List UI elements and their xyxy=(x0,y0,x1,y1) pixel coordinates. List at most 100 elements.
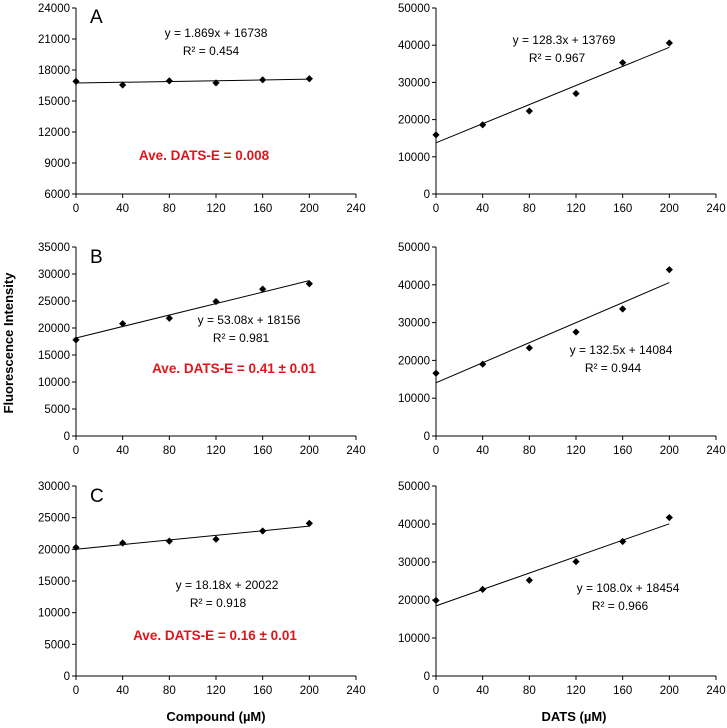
x-tick-label: 120 xyxy=(206,203,225,215)
x-tick-label: 240 xyxy=(346,203,365,215)
data-point xyxy=(305,280,313,288)
x-tick-label: 160 xyxy=(253,445,272,457)
y-tick-label: 18000 xyxy=(38,65,70,77)
data-point xyxy=(212,535,220,543)
x-axis-label-compound: Compound (µM) xyxy=(166,709,265,724)
x-tick-label: 160 xyxy=(613,203,632,215)
data-point xyxy=(432,131,440,139)
x-tick-label: 200 xyxy=(660,445,679,457)
x-tick-label: 160 xyxy=(253,685,272,697)
y-axis-label: Fluorescence Intensity xyxy=(1,272,16,414)
x-tick-label: 40 xyxy=(476,685,489,697)
x-tick-label: 160 xyxy=(613,685,632,697)
x-tick-label: 240 xyxy=(706,203,725,215)
data-point xyxy=(572,558,580,566)
y-tick-label: 35000 xyxy=(38,242,70,254)
trendline xyxy=(435,46,670,144)
y-tick-label: 40000 xyxy=(398,519,430,531)
y-tick-label: 30000 xyxy=(38,481,70,493)
x-tick-label: 240 xyxy=(346,685,365,697)
data-point xyxy=(259,285,267,293)
y-tick-label: 15000 xyxy=(38,576,70,588)
x-tick-label: 120 xyxy=(206,445,225,457)
x-tick-label: 160 xyxy=(613,445,632,457)
x-tick-label: 200 xyxy=(300,203,319,215)
data-point xyxy=(572,89,580,98)
x-tick-label: 120 xyxy=(566,445,585,457)
data-point xyxy=(525,576,533,584)
data-point xyxy=(119,81,127,89)
data-point xyxy=(525,107,533,115)
trendline xyxy=(75,280,310,339)
chart-panel-r2c1: 0 5000 10000 15000 20000 25000 30000 35000 0 40 80… xyxy=(38,242,366,457)
y-tick-label: 30000 xyxy=(398,77,430,89)
x-tick-label: 40 xyxy=(116,203,129,215)
data-point xyxy=(119,539,127,547)
trendline-equation: y = 132.5x + 14084 xyxy=(570,343,673,357)
r-squared-label: R² = 0.967 xyxy=(529,51,586,65)
data-point xyxy=(165,537,173,545)
panel-label: C xyxy=(90,486,104,507)
data-point xyxy=(665,513,673,522)
data-point xyxy=(72,336,80,344)
x-tick-label: 40 xyxy=(116,445,129,457)
y-tick-label: 25000 xyxy=(38,513,70,525)
data-point xyxy=(119,320,127,328)
x-tick-label: 240 xyxy=(346,445,365,457)
x-tick-label: 80 xyxy=(163,203,176,215)
data-point xyxy=(619,537,627,546)
data-point xyxy=(305,75,313,83)
data-point xyxy=(165,314,173,322)
x-tick-label: 0 xyxy=(73,685,79,697)
x-tick-label: 40 xyxy=(116,685,129,697)
data-point xyxy=(165,77,173,85)
data-point xyxy=(479,121,487,129)
y-tick-label: 15000 xyxy=(38,96,70,108)
y-tick-label: 10000 xyxy=(398,152,430,164)
x-tick-label: 80 xyxy=(523,445,536,457)
ave-dats-e-annotation: Ave. DATS-E = 0.41 ± 0.01 xyxy=(152,361,316,376)
panel-label: B xyxy=(90,247,103,268)
r-squared-label: R² = 0.981 xyxy=(213,331,270,345)
chart-panel-r3c2: 0 10000 20000 30000 40000 50000 0 40 80 120 160 200… xyxy=(398,481,726,697)
chart-panel-r3c1: 0 5000 10000 15000 20000 25000 30000 0 40 80 120 16… xyxy=(38,481,366,697)
r-squared-label: R² = 0.944 xyxy=(585,361,642,375)
y-tick-label: 30000 xyxy=(398,318,430,330)
x-tick-label: 200 xyxy=(300,445,319,457)
x-tick-label: 40 xyxy=(476,203,489,215)
x-tick-label: 120 xyxy=(566,203,585,215)
data-point xyxy=(572,328,580,336)
y-tick-label: 20000 xyxy=(398,355,430,367)
x-tick-label: 0 xyxy=(73,445,79,457)
data-point xyxy=(619,305,627,313)
x-tick-label: 240 xyxy=(706,445,725,457)
data-point xyxy=(665,39,673,47)
x-tick-label: 200 xyxy=(300,685,319,697)
y-tick-label: 10000 xyxy=(38,377,70,389)
y-tick-label: 40000 xyxy=(398,40,430,52)
y-tick-label: 24000 xyxy=(38,3,70,15)
y-tick-label: 9000 xyxy=(44,158,70,170)
x-tick-label: 80 xyxy=(163,445,176,457)
chart-panel-r2c2: 0 10000 20000 30000 40000 50000 0 40 80 120 160 200… xyxy=(398,242,726,457)
x-tick-label: 0 xyxy=(433,445,439,457)
y-tick-label: 0 xyxy=(424,189,430,201)
panel-label: A xyxy=(90,7,103,28)
y-tick-label: 10000 xyxy=(398,633,430,645)
data-point xyxy=(432,596,440,604)
y-tick-label: 30000 xyxy=(398,557,430,569)
r-squared-label: R² = 0.918 xyxy=(190,596,247,610)
y-tick-label: 20000 xyxy=(38,323,70,335)
x-tick-label: 80 xyxy=(523,203,536,215)
y-tick-label: 5000 xyxy=(44,639,70,651)
y-tick-label: 40000 xyxy=(398,280,430,292)
y-tick-label: 25000 xyxy=(38,296,70,308)
y-tick-label: 10000 xyxy=(38,608,70,620)
trendline-equation: y = 1.869x + 16738 xyxy=(165,26,268,40)
y-tick-label: 20000 xyxy=(398,115,430,127)
data-point xyxy=(432,369,440,377)
data-point xyxy=(212,79,220,87)
trendline-equation: y = 108.0x + 18454 xyxy=(577,581,680,595)
r-squared-label: R² = 0.966 xyxy=(592,599,649,613)
